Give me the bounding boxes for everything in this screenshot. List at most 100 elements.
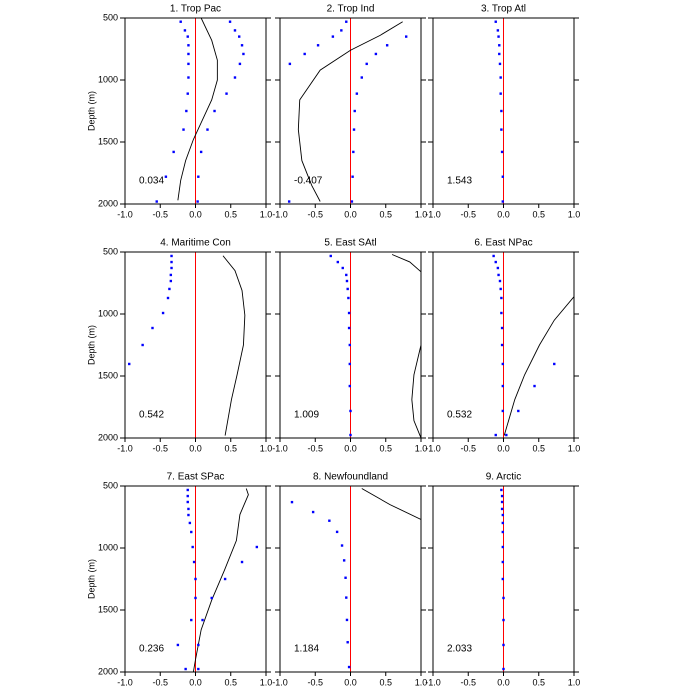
profile-dot: [223, 577, 227, 581]
x-tick-label: -1.0: [272, 677, 288, 687]
profile-dot: [141, 343, 144, 347]
profile-dot: [349, 409, 352, 413]
profile-dot: [206, 128, 209, 131]
profile-dot: [170, 260, 173, 264]
profile-dot: [500, 500, 504, 504]
profile-dot: [287, 200, 291, 203]
profile-line: [297, 21, 403, 202]
x-tick-label: 0.5: [379, 443, 392, 453]
panel-title: 2. Trop Ind: [327, 4, 375, 15]
profile-dot: [290, 500, 294, 504]
profile-dot: [316, 44, 320, 47]
x-tick-label: -0.5: [460, 209, 476, 219]
x-tick-label: -0.5: [460, 677, 476, 687]
profile-dot: [501, 409, 504, 413]
profile-dot: [346, 641, 349, 644]
panel-frame: [432, 485, 575, 673]
panel-title: 8. Newfoundland: [313, 472, 388, 483]
profile-dot: [501, 521, 504, 525]
x-tick-label: 0.0: [497, 443, 510, 453]
profile-dot: [169, 279, 173, 283]
profile-dot: [385, 44, 389, 47]
panel-title: 5. East SAtl: [324, 238, 376, 249]
profile-dot: [185, 109, 188, 113]
x-tick-label: -0.5: [152, 209, 168, 219]
panel-annotation: 0.542: [139, 410, 164, 421]
profile-dot: [155, 200, 158, 203]
profile-dot: [404, 35, 408, 38]
profile-dot: [347, 665, 351, 669]
profile-dot: [166, 296, 170, 300]
profile-dot: [505, 433, 508, 437]
x-tick-label: -1.0: [425, 677, 441, 687]
y-tick-label: 1500: [98, 370, 118, 380]
profile-dot: [346, 287, 349, 291]
profile-dot: [342, 559, 346, 562]
profile-dot: [500, 343, 504, 347]
profile-dot: [494, 260, 497, 264]
profile-dot: [194, 577, 197, 581]
profile-dot: [197, 667, 200, 671]
profile-dot: [492, 254, 495, 258]
profile-dot: [553, 362, 556, 366]
profile-dot: [188, 521, 192, 525]
profile-dot: [186, 92, 189, 95]
y-tick-label: 1500: [98, 604, 118, 614]
profile-dot: [501, 577, 504, 581]
profile-dot: [233, 76, 237, 79]
profile-dot: [187, 52, 190, 56]
x-tick-label: -0.5: [152, 443, 168, 453]
profile-dot: [350, 200, 354, 203]
profile-dot: [196, 200, 199, 203]
y-tick-label: 1000: [98, 542, 118, 552]
profile-dot: [501, 530, 504, 534]
profile-dot: [187, 513, 190, 517]
profile-dot: [500, 296, 503, 300]
x-tick-label: 0.0: [497, 677, 510, 687]
profile-dot: [500, 150, 504, 154]
profile-dot: [187, 76, 190, 79]
panel-title: 4. Maritime Con: [160, 238, 231, 249]
profile-dot: [187, 507, 190, 511]
profile-dot: [197, 643, 200, 647]
panel-title: 9. Arctic: [486, 472, 522, 483]
profile-dot: [192, 560, 196, 564]
panel-frame: [124, 251, 267, 439]
y-axis-label: Depth (m): [86, 91, 96, 131]
profile-dot: [255, 545, 259, 549]
profile-dot: [186, 35, 189, 38]
panel-frame: [432, 17, 575, 205]
x-tick-label: 1.0: [415, 209, 428, 219]
profile-dot: [183, 29, 187, 32]
profile-dot: [374, 52, 378, 56]
profile-dot: [353, 109, 356, 113]
profile-line: [411, 344, 421, 438]
profile-dot: [502, 667, 505, 671]
panel-annotation: 0.034: [139, 176, 164, 187]
x-tick-label: 0.5: [532, 443, 545, 453]
profile-dot: [311, 510, 315, 514]
profile-dot: [329, 254, 332, 258]
profile-dot: [501, 560, 504, 564]
profile-dot: [172, 150, 175, 154]
profile-line: [192, 488, 249, 672]
profile-dot: [348, 343, 351, 347]
profile-dot: [345, 596, 348, 599]
y-axis-label: Depth (m): [86, 559, 96, 599]
x-tick-label: 1.0: [415, 443, 428, 453]
x-tick-label: -1.0: [272, 443, 288, 453]
profile-dot: [498, 62, 502, 66]
profile-dot: [201, 618, 204, 622]
x-tick-label: 0.5: [224, 443, 237, 453]
profile-dot: [168, 287, 171, 291]
profile-dot: [303, 52, 306, 56]
profile-dot: [170, 254, 173, 258]
profile-dot: [190, 530, 193, 534]
panel-frame: [279, 485, 422, 673]
x-tick-label: -1.0: [117, 209, 133, 219]
profile-dot: [238, 35, 241, 38]
x-tick-label: 1.0: [415, 677, 428, 687]
profile-dot: [500, 494, 504, 498]
x-tick-label: 1.0: [568, 443, 581, 453]
profile-dot: [499, 287, 502, 291]
